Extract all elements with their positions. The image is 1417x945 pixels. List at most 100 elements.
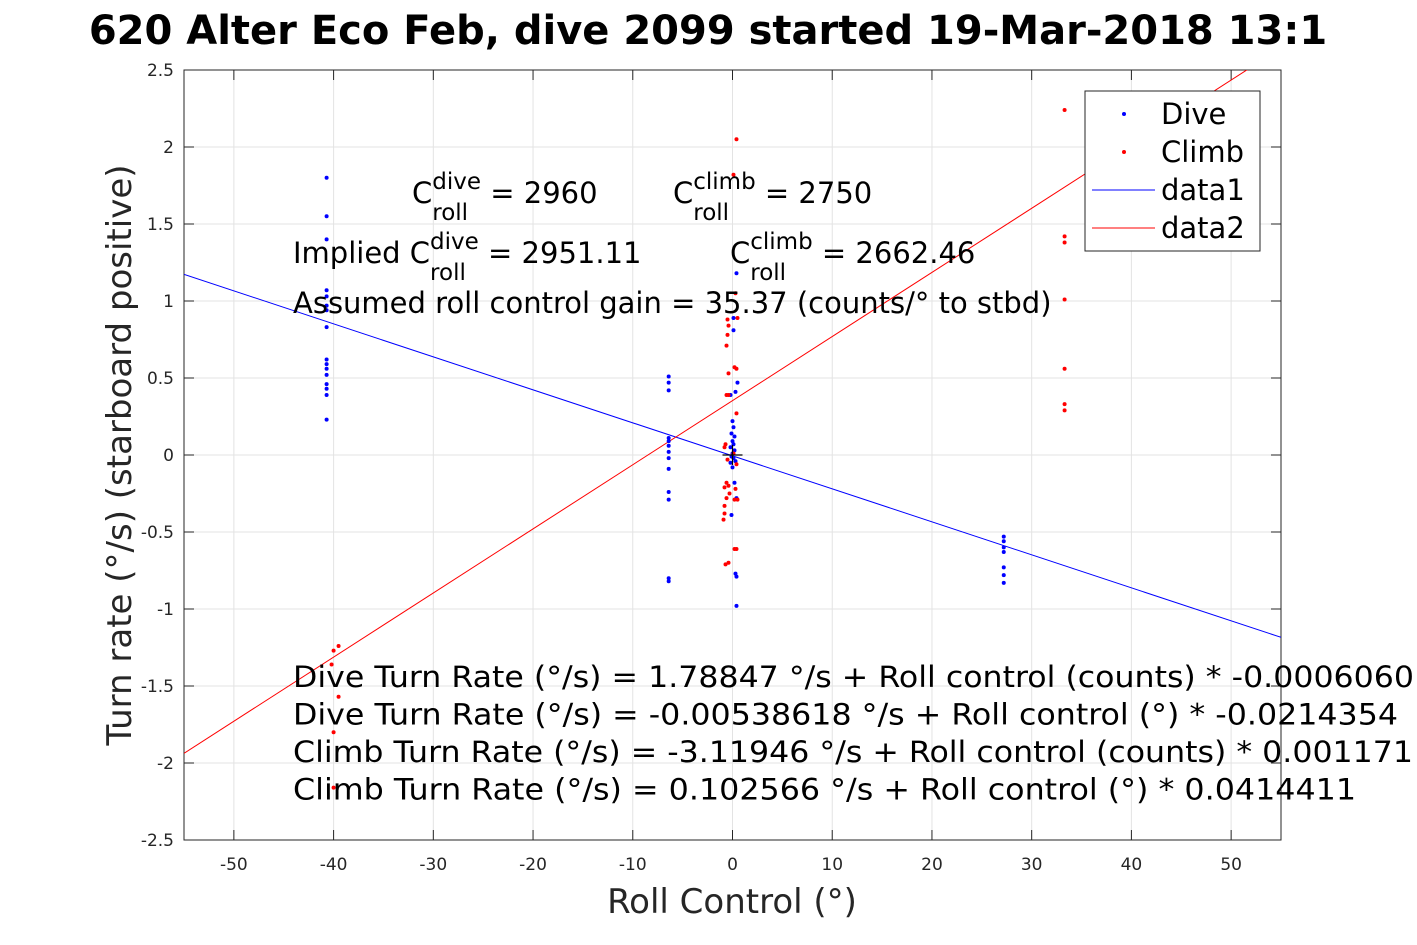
dive-point	[324, 366, 329, 371]
climb-point	[735, 497, 740, 502]
dive-point	[733, 571, 738, 576]
climb-point	[1062, 108, 1067, 113]
data2-line	[184, 70, 1248, 754]
dive-point	[1001, 550, 1006, 555]
climb-point	[726, 560, 731, 565]
climb-point	[724, 480, 729, 485]
dive-point	[666, 388, 671, 393]
y-tick-label: 1	[163, 292, 174, 312]
annotation-fit-line: Climb Turn Rate (°/s) = 0.102566 °/s + R…	[293, 773, 1356, 807]
y-tick-label: 0	[163, 446, 174, 466]
dive-point	[324, 237, 329, 242]
dive-point	[324, 392, 329, 397]
climb-point	[331, 730, 336, 735]
legend-label: data2	[1161, 211, 1245, 245]
scatter-points	[324, 108, 1067, 790]
dive-point	[729, 431, 734, 436]
dive-point	[1001, 580, 1006, 585]
dive-point	[734, 574, 739, 579]
climb-point	[723, 442, 728, 447]
y-tick-label: 2	[163, 138, 174, 158]
dive-point	[666, 436, 671, 441]
dive-point	[1001, 539, 1006, 544]
dive-point	[324, 417, 329, 422]
dive-point	[666, 380, 671, 385]
annotation-implied_dive: Implied Cdive roll = 2951.11	[293, 229, 641, 286]
x-tick-label: 20	[921, 855, 943, 875]
annotation-prefix: C	[412, 176, 432, 210]
legend-marker-dive	[1122, 112, 1126, 116]
x-tick-label: -50	[220, 855, 248, 875]
climb-point	[734, 546, 739, 551]
dive-point	[324, 382, 329, 387]
climb-point	[734, 462, 739, 467]
annotation-implied_climb: Cclimb roll = 2662.46	[730, 229, 975, 286]
dive-point	[1001, 545, 1006, 550]
dive-point	[666, 374, 671, 379]
annotation-sup: dive	[430, 229, 479, 255]
climb-point	[732, 497, 737, 502]
origin-marker-group	[722, 445, 743, 465]
climb-point	[726, 392, 731, 397]
x-tick-label: -30	[419, 855, 447, 875]
x-axis-label: Roll Control (°)	[607, 882, 857, 922]
climb-point	[336, 643, 341, 648]
climb-point	[336, 694, 341, 699]
climb-point	[331, 785, 336, 790]
dive-point	[666, 456, 671, 461]
climb-point	[731, 172, 736, 177]
x-tick-label: 50	[1220, 855, 1242, 875]
legend-label: Climb	[1161, 135, 1244, 169]
dive-point	[324, 303, 329, 308]
dive-point	[324, 357, 329, 362]
climb-point	[734, 366, 739, 371]
dive-point	[731, 315, 736, 320]
annotation-fit-line: Dive Turn Rate (°/s) = 1.78847 °/s + Rol…	[293, 660, 1414, 694]
chart-title: 620 Alter Eco Feb, dive 2099 started 19-…	[89, 8, 1327, 54]
climb-point	[725, 332, 730, 337]
annotation-prefix: Implied C	[293, 236, 430, 270]
annotation-sub: roll	[750, 260, 786, 286]
annotation-sup: dive	[432, 169, 481, 195]
annotation-value: = 2750	[756, 176, 873, 210]
x-tick-label: -40	[320, 855, 348, 875]
climb-point	[726, 323, 731, 328]
annotation-c_dive: Cdive roll = 2960	[412, 169, 598, 226]
dive-point	[666, 579, 671, 584]
dive-point	[729, 513, 734, 518]
climb-point	[1062, 402, 1067, 407]
climb-point	[1062, 366, 1067, 371]
climb-point	[734, 411, 739, 416]
climb-point	[724, 343, 729, 348]
annotations: Cdive roll = 2960 Cclimb roll = 2750 Implied…	[293, 169, 1414, 807]
legend-label: data1	[1161, 173, 1245, 207]
annotation-fit-line: Climb Turn Rate (°/s) = -3.11946 °/s + R…	[293, 735, 1413, 769]
climb-point	[721, 517, 726, 522]
x-tick-label: -20	[519, 855, 547, 875]
dive-point	[666, 497, 671, 502]
dive-point	[324, 362, 329, 367]
axis-ticks: -50 -40 -30 -20 -10 0 10 20 30 40 50-2.5-2-1.5-1-0…	[141, 61, 1281, 875]
legend-label: Dive	[1161, 97, 1226, 131]
climb-point	[723, 562, 728, 567]
dive-point	[324, 294, 329, 299]
dive-point	[728, 460, 733, 465]
dive-point	[1001, 573, 1006, 578]
dive-point	[734, 271, 739, 276]
dive-point	[731, 328, 736, 333]
dive-point	[324, 308, 329, 313]
climb-point	[722, 485, 727, 490]
annotation-sub: roll	[430, 260, 466, 286]
y-tick-label: -1	[157, 600, 174, 620]
climb-point	[722, 503, 727, 508]
dive-point	[735, 380, 740, 385]
dive-point	[730, 419, 735, 424]
climb-point	[1062, 234, 1067, 239]
annotation-fit-line: Dive Turn Rate (°/s) = -0.00538618 °/s +…	[293, 698, 1398, 732]
climb-point	[331, 648, 336, 653]
annotation-value: = 2960	[481, 176, 598, 210]
dive-point	[666, 466, 671, 471]
legend-box	[1084, 90, 1261, 252]
climb-point	[1062, 240, 1067, 245]
